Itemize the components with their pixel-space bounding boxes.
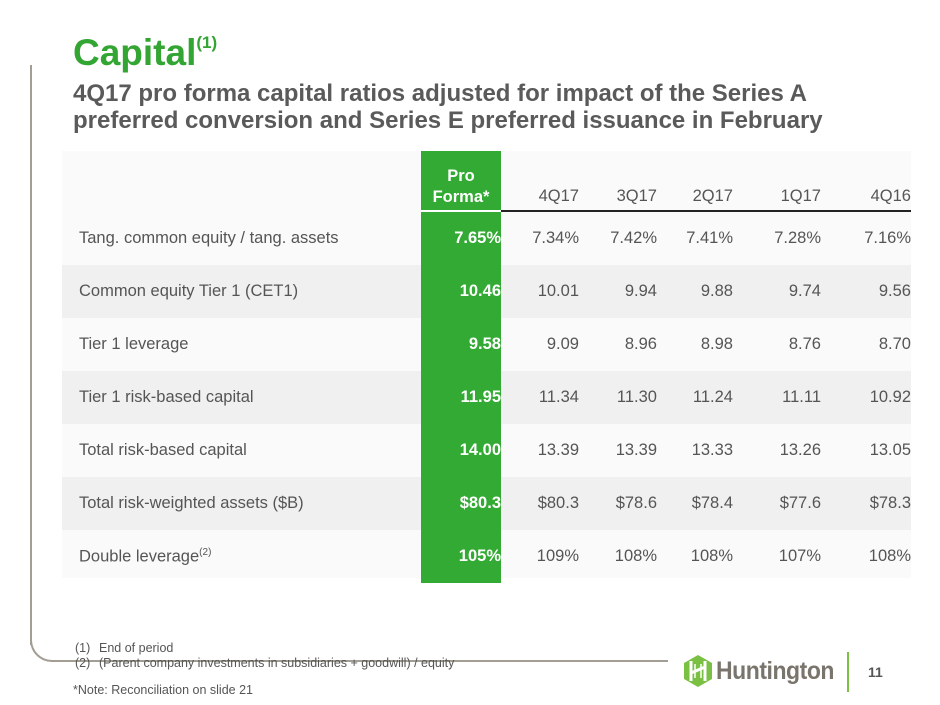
huntington-logo-icon: [684, 655, 712, 687]
header-pro-forma-line2: Forma*: [432, 188, 490, 206]
cell-value: $78.6: [579, 477, 657, 530]
page-number: 11: [868, 664, 883, 680]
title-footnote-ref: (1): [196, 33, 218, 52]
row-label-text: Total risk-based capital: [79, 441, 247, 459]
cell-value: 13.33: [691, 441, 733, 459]
cell-value: 7.42%: [610, 229, 657, 247]
cell-value: 11.30: [579, 371, 657, 424]
footnote-number: (1): [75, 641, 91, 655]
cell-value: 9.09: [546, 335, 579, 353]
header-pro-forma-line1: Pro: [447, 167, 475, 185]
cell-value: 13.26: [779, 441, 821, 459]
page-subtitle: 4Q17 pro forma capital ratios adjusted f…: [73, 80, 823, 134]
header-3q17: 3Q17: [579, 151, 657, 212]
row-footnote-ref: (2): [199, 546, 212, 558]
header-1q17: 1Q17: [733, 151, 821, 212]
frame-line-bottom: [68, 660, 668, 662]
cell-value: 10.92: [821, 371, 911, 424]
cell-pro-forma: 14.00: [421, 424, 501, 477]
row-label-text: Tier 1 risk-based capital: [79, 388, 254, 406]
header-2q17: 2Q17: [657, 151, 733, 212]
row-label: Total risk-weighted assets ($B): [62, 477, 421, 530]
table-row: Total risk-weighted assets ($B) $80.3 $80.…: [62, 477, 911, 530]
cell-value: 9.88: [657, 265, 733, 318]
cell-value: 8.70: [878, 335, 911, 353]
cell-pro-forma: $80.3: [421, 477, 501, 530]
header-4q17: 4Q17: [501, 151, 579, 212]
cell-value: $80.3: [501, 477, 579, 530]
row-label: Tier 1 risk-based capital: [62, 371, 421, 424]
row-label-text: Tier 1 leverage: [79, 335, 189, 353]
cell-value: 9.94: [579, 265, 657, 318]
row-label-text: Double leverage: [79, 547, 200, 566]
cell-value: 7.28%: [774, 229, 821, 247]
reconciliation-note: *Note: Reconciliation on slide 21: [73, 683, 253, 697]
cell-value: $77.6: [733, 477, 821, 530]
cell-value: 8.98: [700, 335, 733, 353]
cell-value: 11.34: [501, 371, 579, 424]
table-row: Double leverage(2) 105% 109% 108% 108% 107% 10…: [62, 530, 911, 583]
cell-pro-forma: 10.46: [421, 265, 501, 318]
footnote-1: (1) End of period: [75, 641, 454, 656]
cell-pro-forma: 9.58: [421, 318, 501, 371]
table-row: Tang. common equity / tang. assets 7.65% 7…: [62, 211, 911, 265]
cell-value: 109%: [536, 547, 579, 565]
title-text: Capital: [73, 32, 197, 73]
row-label: Tang. common equity / tang. assets: [62, 211, 421, 265]
footnote-text: End of period: [99, 641, 174, 655]
row-label-text: Common equity Tier 1 (CET1): [79, 282, 299, 300]
row-label-text: Tang. common equity / tang. assets: [79, 228, 339, 247]
header-pro-forma: Pro Forma*: [421, 151, 501, 212]
cell-value: 8.76: [788, 335, 821, 353]
cell-value: 108%: [690, 547, 733, 565]
frame-curve: [30, 620, 70, 662]
page-divider: [847, 652, 849, 692]
cell-value: 8.96: [624, 335, 657, 353]
table-row: Tier 1 risk-based capital 11.95 11.34 11.30…: [62, 371, 911, 424]
cell-pro-forma: 105%: [421, 530, 501, 583]
cell-value: 108%: [868, 547, 911, 565]
table-row: Tier 1 leverage 9.58 9.09 8.96 8.98 8.76 8.70: [62, 318, 911, 371]
cell-value: 7.16%: [864, 229, 911, 247]
cell-pro-forma: 11.95: [421, 371, 501, 424]
cell-value: $78.3: [821, 477, 911, 530]
row-label: Common equity Tier 1 (CET1): [62, 265, 421, 318]
cell-value: 9.56: [821, 265, 911, 318]
row-label-text: Total risk-weighted assets ($B): [79, 494, 304, 512]
cell-value: 107%: [778, 547, 821, 565]
cell-value: $78.4: [657, 477, 733, 530]
table-header-row: Pro Forma* 4Q17 3Q17 2Q17 1Q17 4Q16: [62, 151, 911, 212]
cell-pro-forma: 7.65%: [421, 211, 501, 265]
header-4q16: 4Q16: [821, 151, 911, 212]
cell-value: 7.41%: [686, 229, 733, 247]
footnotes: (1) End of period (2) (Parent company inve…: [75, 641, 454, 671]
cell-value: 11.11: [733, 371, 821, 424]
footnote-text: (Parent company investments in subsidiar…: [99, 656, 455, 670]
cell-value: 11.24: [657, 371, 733, 424]
cell-value: 108%: [614, 547, 657, 565]
row-label: Total risk-based capital: [62, 424, 421, 477]
cell-value: 13.05: [869, 441, 911, 459]
row-label: Tier 1 leverage: [62, 318, 421, 371]
footnote-2: (2) (Parent company investments in subsid…: [75, 656, 454, 671]
huntington-logo: Huntington: [684, 655, 844, 687]
cell-value: 7.34%: [532, 229, 579, 247]
page-title: Capital(1): [73, 34, 217, 71]
table-row: Common equity Tier 1 (CET1) 10.46 10.01 9.9…: [62, 265, 911, 318]
header-blank: [62, 151, 421, 211]
cell-value: 13.39: [615, 441, 657, 459]
cell-value: 10.01: [501, 265, 579, 318]
row-label: Double leverage(2): [62, 530, 421, 583]
cell-value: 9.74: [733, 265, 821, 318]
capital-ratios-table: Pro Forma* 4Q17 3Q17 2Q17 1Q17 4Q16 Tang.…: [62, 151, 911, 583]
cell-value: 13.39: [537, 441, 579, 459]
logo-text: Huntington: [716, 656, 835, 685]
footnote-number: (2): [75, 656, 91, 670]
table-row: Total risk-based capital 14.00 13.39 13.39 1…: [62, 424, 911, 477]
frame-line-left: [30, 65, 32, 645]
